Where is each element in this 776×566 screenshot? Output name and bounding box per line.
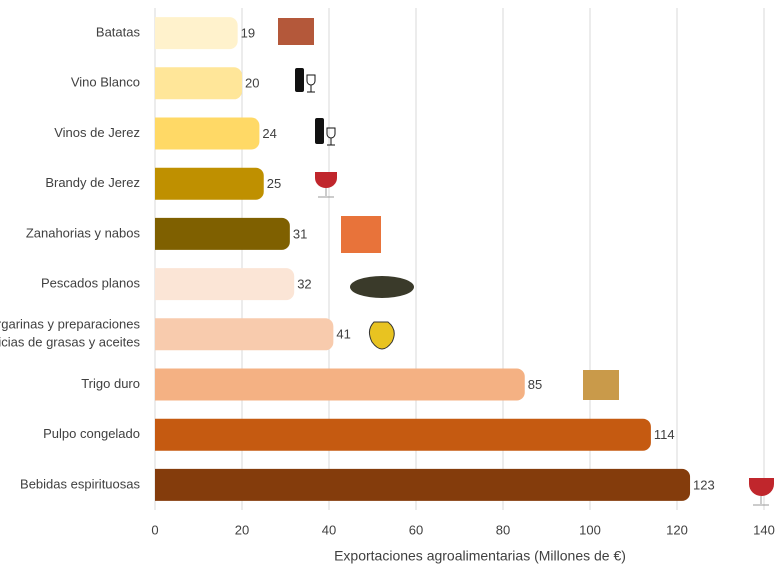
value-label: 32 [297, 277, 311, 292]
icon-stem [753, 496, 769, 506]
bar [155, 318, 334, 351]
x-tick-label: 140 [753, 522, 775, 537]
value-label: 25 [267, 176, 281, 191]
value-label: 19 [241, 26, 255, 41]
x-tick-label: 60 [409, 522, 423, 537]
x-axis-title: Exportaciones agroalimentarias (Millones… [334, 548, 626, 564]
icon-fish [350, 276, 414, 298]
icon-oil [368, 321, 395, 350]
y-tick-label: Margarinas y preparacionesalimenticias d… [0, 317, 140, 350]
y-tick-label: Pescados planos [41, 276, 141, 291]
icon-brandy [749, 478, 774, 497]
bar [155, 268, 295, 301]
y-tick-label: Zanahorias y nabos [26, 225, 141, 240]
bar [155, 368, 525, 401]
value-label: 24 [262, 126, 276, 141]
y-tick-label: Bebidas espirituosas [20, 476, 140, 491]
icon-brandy [315, 172, 337, 188]
icon-carrots [341, 216, 381, 253]
x-tick-label: 80 [496, 522, 510, 537]
value-label: 31 [293, 226, 307, 241]
icon-batatas [278, 18, 314, 45]
y-tick-label: Brandy de Jerez [45, 175, 140, 190]
icon-bottle [315, 118, 324, 144]
bar [155, 418, 651, 451]
y-tick-label: Vinos de Jerez [54, 125, 140, 140]
x-tick-label: 0 [151, 522, 158, 537]
icon-stem [318, 188, 334, 198]
icon-glass [306, 74, 316, 93]
icon-glass [326, 127, 336, 146]
value-label: 123 [693, 477, 715, 492]
value-label: 85 [528, 377, 542, 392]
value-label: 20 [245, 76, 259, 91]
bar [155, 67, 242, 100]
y-tick-label: Vino Blanco [71, 75, 140, 90]
bar [155, 167, 264, 200]
bar [155, 17, 238, 50]
bar [155, 468, 691, 501]
x-tick-label: 120 [666, 522, 688, 537]
value-label: 41 [336, 327, 350, 342]
x-tick-label: 40 [322, 522, 336, 537]
y-tick-label: Trigo duro [81, 376, 140, 391]
y-tick-label: Pulpo congelado [43, 426, 140, 441]
icon-bottle [295, 68, 304, 92]
x-tick-label: 20 [235, 522, 249, 537]
bar [155, 217, 290, 250]
bar [155, 117, 260, 150]
x-tick-label: 100 [579, 522, 601, 537]
icon-wheat [583, 370, 619, 400]
y-tick-label: Batatas [96, 25, 141, 40]
icons [278, 18, 774, 506]
value-label: 114 [654, 427, 675, 442]
